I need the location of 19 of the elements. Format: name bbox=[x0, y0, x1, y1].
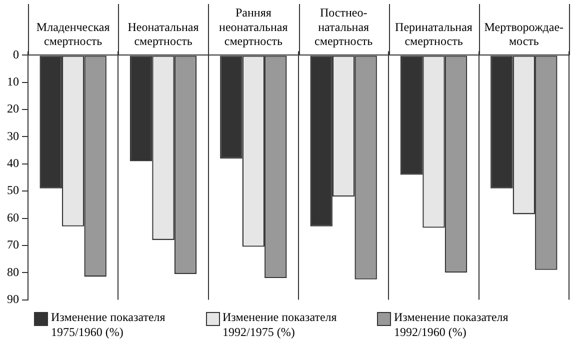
x-tick-label: Перинатальная смертность bbox=[395, 20, 473, 48]
y-tick-label: 70 bbox=[7, 238, 19, 252]
y-tick-label: 60 bbox=[7, 210, 19, 224]
x-tick-label: Ранняя неонатальная смертность bbox=[219, 5, 288, 48]
y-tick-label: 20 bbox=[7, 102, 19, 116]
y-tick-label: 40 bbox=[7, 156, 19, 170]
y-tick-label: 30 bbox=[7, 128, 19, 143]
legend-label: Изменение показателя 1992/1960 (%) bbox=[394, 310, 508, 340]
y-tick-label: 10 bbox=[7, 74, 19, 89]
y-tick-label: 90 bbox=[7, 292, 19, 306]
y-tick-label: 0 bbox=[13, 47, 19, 62]
x-tick-label: Мертворождае-мость bbox=[484, 20, 564, 48]
legend-label: Изменение показателя 1992/1975 (%) bbox=[222, 310, 337, 340]
y-tick-label: 50 bbox=[7, 183, 19, 198]
x-tick-label: Неонатальная смертность bbox=[128, 20, 200, 48]
y-tick-label: 80 bbox=[7, 264, 19, 279]
legend-label: Изменение показателя 1975/1960 (%) bbox=[51, 310, 166, 340]
x-tick-label: Младенческая смертность bbox=[36, 20, 110, 48]
x-tick-label: Постнео-натальная смертность bbox=[314, 5, 374, 48]
